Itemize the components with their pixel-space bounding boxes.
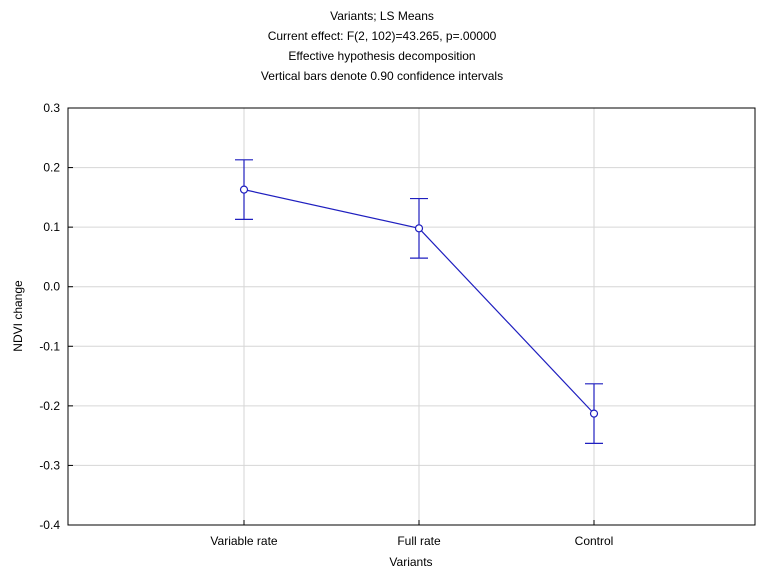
x-tick-label: Control bbox=[575, 534, 614, 548]
chart-title: Variants; LS Means bbox=[330, 9, 434, 23]
x-tick-label: Variable rate bbox=[210, 534, 277, 548]
data-point bbox=[239, 185, 249, 194]
y-axis-title: NDVI change bbox=[11, 280, 25, 352]
chart-subtitle-ci-note: Vertical bars denote 0.90 confidence int… bbox=[260, 69, 504, 83]
y-tick-label: 0.2 bbox=[43, 161, 60, 175]
x-axis-ticks: Variable rate Full rate Control bbox=[210, 520, 613, 548]
chart-title-block: Variants; LS Means Current effect: F(2, … bbox=[0, 6, 764, 86]
y-tick-label: -0.2 bbox=[39, 399, 60, 413]
chart-subtitle-decomposition: Effective hypothesis decomposition bbox=[288, 49, 476, 63]
y-tick-label: 0.1 bbox=[43, 220, 60, 234]
data-point bbox=[414, 224, 424, 233]
y-tick-label: -0.1 bbox=[39, 339, 60, 353]
series-group bbox=[235, 159, 603, 444]
y-axis-ticks: 0.3 0.2 0.1 0.0 -0.1 -0.2 -0.3 -0.4 bbox=[39, 101, 73, 532]
x-tick-label: Full rate bbox=[397, 534, 441, 548]
y-tick-label: 0.3 bbox=[43, 101, 60, 115]
grid-lines bbox=[68, 108, 755, 525]
chart-subtitle-effect: Current effect: F(2, 102)=43.265, p=.000… bbox=[267, 29, 497, 43]
x-axis-title: Variants bbox=[389, 555, 432, 569]
y-tick-label: -0.4 bbox=[39, 518, 60, 532]
plot-frame bbox=[67, 107, 756, 526]
data-point bbox=[589, 409, 599, 418]
y-tick-label: -0.3 bbox=[39, 458, 60, 472]
y-tick-label: 0.0 bbox=[43, 280, 60, 294]
